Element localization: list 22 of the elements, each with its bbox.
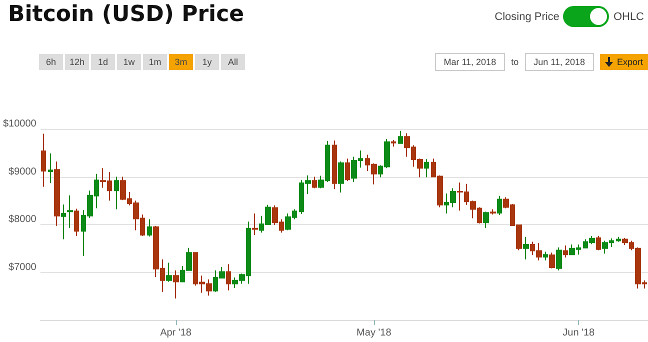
x-tick-label: Jun '18 [562, 328, 596, 338]
text: to [511, 57, 519, 67]
text: 1d [91, 54, 115, 70]
text: 1m [143, 54, 167, 70]
y-tick-label: $9000 [8, 166, 37, 178]
text: 1w [117, 54, 141, 70]
text: 6h [39, 54, 63, 70]
text: All [221, 54, 245, 70]
text: Closing Price [494, 10, 560, 22]
y-tick-label: $8000 [8, 214, 37, 225]
text: 3m [169, 54, 193, 70]
text: Jun 11, 2018 [524, 53, 594, 71]
text: 1y [195, 54, 219, 70]
chart-title: Bitcoin (USD) Price [8, 2, 244, 27]
x-tick-label: May '18 [356, 328, 392, 338]
text: Export [616, 57, 643, 67]
text: 12h [65, 54, 89, 70]
x-tick-label: Apr '18 [160, 328, 192, 338]
y-tick-label: $7000 [8, 262, 37, 273]
text: Mar 11, 2018 [434, 53, 506, 71]
y-tick-label: $10000 [2, 118, 37, 130]
text: OHLC [613, 10, 644, 22]
